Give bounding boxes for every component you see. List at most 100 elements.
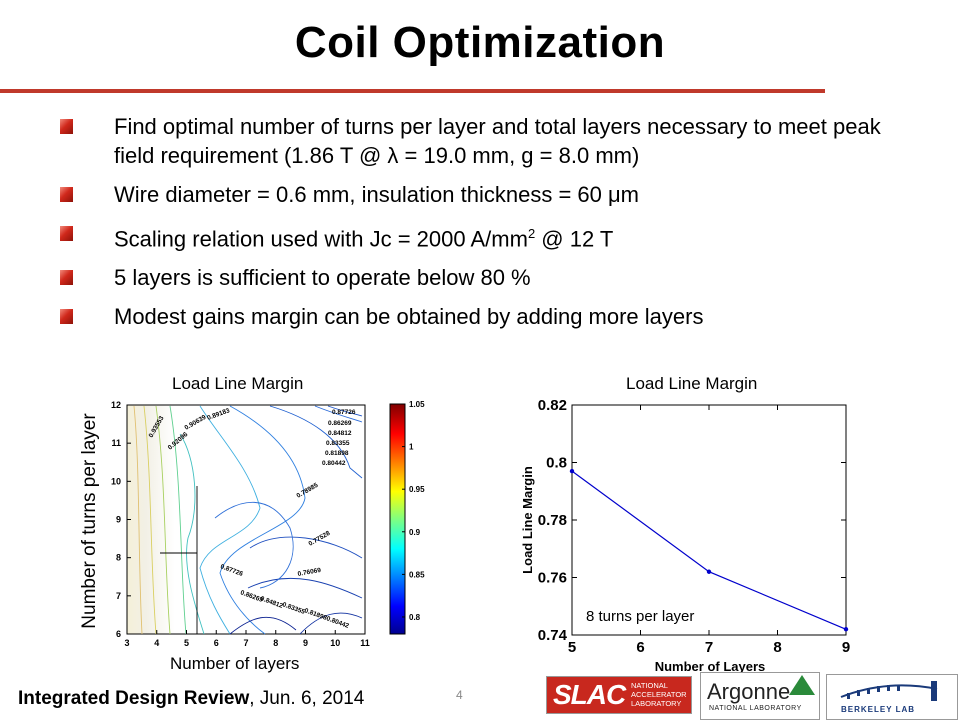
contour-label: 0.76069 — [297, 567, 322, 578]
bullet-item: Wire diameter = 0.6 mm, insulation thick… — [60, 180, 900, 209]
argonne-logo-subtext: NATIONAL LABORATORY — [709, 705, 802, 712]
footer-date: , Jun. 6, 2014 — [249, 688, 365, 709]
footer: Integrated Design Review, Jun. 6, 2014 — [18, 688, 364, 710]
y-tick-label: 0.76 — [538, 570, 567, 587]
colorbar-tick-label: 0.9 — [409, 528, 421, 537]
x-tick-label: 7 — [705, 639, 713, 656]
bullet-text: @ 12 T — [535, 226, 614, 252]
series-line — [571, 470, 847, 630]
x-tick-label: 10 — [330, 638, 340, 648]
contour-line — [133, 405, 143, 635]
title-underline — [0, 89, 825, 93]
left-plot-xlabel: Number of layers — [170, 654, 300, 673]
bullet-item: Find optimal number of turns per layer a… — [60, 112, 900, 170]
data-point — [843, 627, 849, 632]
contour-lines — [133, 405, 363, 635]
contour-label: 0.86269 — [328, 420, 352, 427]
contour-chart: 0.877260.862690.848120.833550.818980.804… — [111, 400, 425, 648]
bullet-list: Find optimal number of turns per layer a… — [60, 112, 900, 341]
contour-label: 0.87726 — [332, 409, 356, 416]
contour-line — [327, 405, 363, 417]
right-plot-title: Load Line Margin — [626, 374, 758, 393]
bullet-text: Wire diameter = 0.6 mm, insulation thick… — [114, 182, 639, 207]
data-point — [569, 468, 575, 474]
slide-title: Coil Optimization — [294, 18, 666, 67]
argonne-triangle-icon — [789, 675, 815, 695]
line-x-ticks: 5 6 7 8 9 — [568, 405, 850, 656]
colorbar-tick-label: 0.95 — [409, 485, 425, 494]
x-tick-label: 8 — [273, 638, 278, 648]
y-tick-label: 12 — [111, 400, 121, 410]
contour-line — [199, 405, 261, 635]
contour-line — [155, 405, 171, 635]
x-tick-label: 6 — [214, 638, 219, 648]
y-tick-label: 0.82 — [538, 397, 567, 414]
line-ylabel: Load Line Margin — [520, 466, 535, 574]
x-tick-label: 4 — [154, 638, 159, 648]
line-xlabel: Number of Layers — [655, 659, 766, 674]
superscript: 2 — [527, 226, 536, 241]
left-plot-ylabel: Number of turns per layer — [79, 413, 100, 629]
berkeley-logo-text: BERKELEY LAB — [841, 705, 916, 714]
x-tick-label: 9 — [303, 638, 308, 648]
colorbar-tick-label: 0.8 — [409, 613, 421, 622]
bullet-text: Find optimal number of turns per layer a… — [114, 114, 881, 168]
contour-line — [229, 616, 297, 635]
contour-label: 0.81898 — [325, 450, 349, 457]
contour-plot-area — [126, 404, 366, 635]
contour-x-ticks: 3 4 5 6 7 8 9 10 11 — [124, 630, 370, 648]
contour-line — [169, 405, 187, 635]
contour-line — [269, 405, 363, 479]
page-number: 4 — [456, 688, 463, 702]
contour-label: 0.80442 — [322, 460, 346, 467]
y-tick-label: 6 — [116, 629, 121, 639]
contour-line — [299, 612, 363, 635]
y-tick-label: 10 — [111, 476, 121, 486]
x-tick-label: 7 — [243, 638, 248, 648]
slac-logo-subtext: NATIONAL ACCELERATOR LABORATORY — [631, 681, 687, 708]
line-plot-frame — [571, 404, 847, 636]
x-tick-label: 3 — [124, 638, 129, 648]
contour-line — [179, 433, 205, 635]
y-tick-label: 11 — [111, 438, 121, 448]
contour-line — [219, 405, 306, 635]
berkeley-lab-logo: BERKELEY LAB — [826, 674, 958, 720]
x-tick-label: 5 — [184, 638, 189, 648]
x-tick-label: 6 — [636, 639, 644, 656]
bullet-marker-icon — [60, 309, 73, 325]
colorbar-tick-label: 1 — [409, 443, 414, 452]
bullet-item: 5 layers is sufficient to operate below … — [60, 263, 900, 292]
contour-label: 0.84812 — [328, 430, 352, 437]
y-tick-label: 8 — [116, 553, 121, 563]
bullet-text: 5 layers is sufficient to operate below … — [114, 265, 531, 291]
argonne-logo-text: Argonne — [707, 679, 791, 704]
contour-line — [247, 577, 363, 599]
y-tick-label: 0.8 — [546, 455, 567, 472]
x-tick-label: 9 — [842, 639, 850, 656]
left-plot-title: Load Line Margin — [172, 374, 304, 393]
bullet-marker-icon — [60, 226, 73, 241]
bullet-item: Modest gains margin can be obtained by a… — [60, 302, 900, 331]
x-tick-label: 5 — [568, 639, 576, 656]
bullet-marker-icon — [60, 119, 73, 134]
colorbar — [389, 403, 406, 635]
contour-line — [249, 536, 363, 559]
y-tick-label: 0.74 — [538, 627, 568, 644]
bullet-text: Modest gains margin can be obtained by a… — [114, 304, 704, 330]
line-annotation: 8 turns per layer — [586, 608, 694, 625]
slac-logo: SLAC NATIONAL ACCELERATOR LABORATORY — [546, 676, 692, 714]
colorbar-ticks: 1.05 1 0.95 0.9 0.85 0.8 — [402, 400, 425, 622]
footer-event: Integrated Design Review — [18, 688, 250, 709]
contour-line — [143, 405, 157, 635]
x-tick-label: 8 — [773, 639, 781, 656]
bullet-text: Scaling relation used with Jc = 2000 A/m… — [114, 226, 528, 252]
y-tick-label: 7 — [116, 591, 121, 601]
contour-line — [214, 501, 294, 589]
x-tick-label: 11 — [360, 638, 370, 648]
contour-y-ticks: 6 7 8 9 10 11 12 — [111, 400, 131, 639]
data-point — [706, 569, 712, 574]
contour-line — [314, 405, 363, 423]
colorbar-tick-label: 0.85 — [409, 570, 425, 579]
y-tick-label: 9 — [116, 515, 121, 525]
contour-label: 0.83355 — [326, 440, 350, 447]
